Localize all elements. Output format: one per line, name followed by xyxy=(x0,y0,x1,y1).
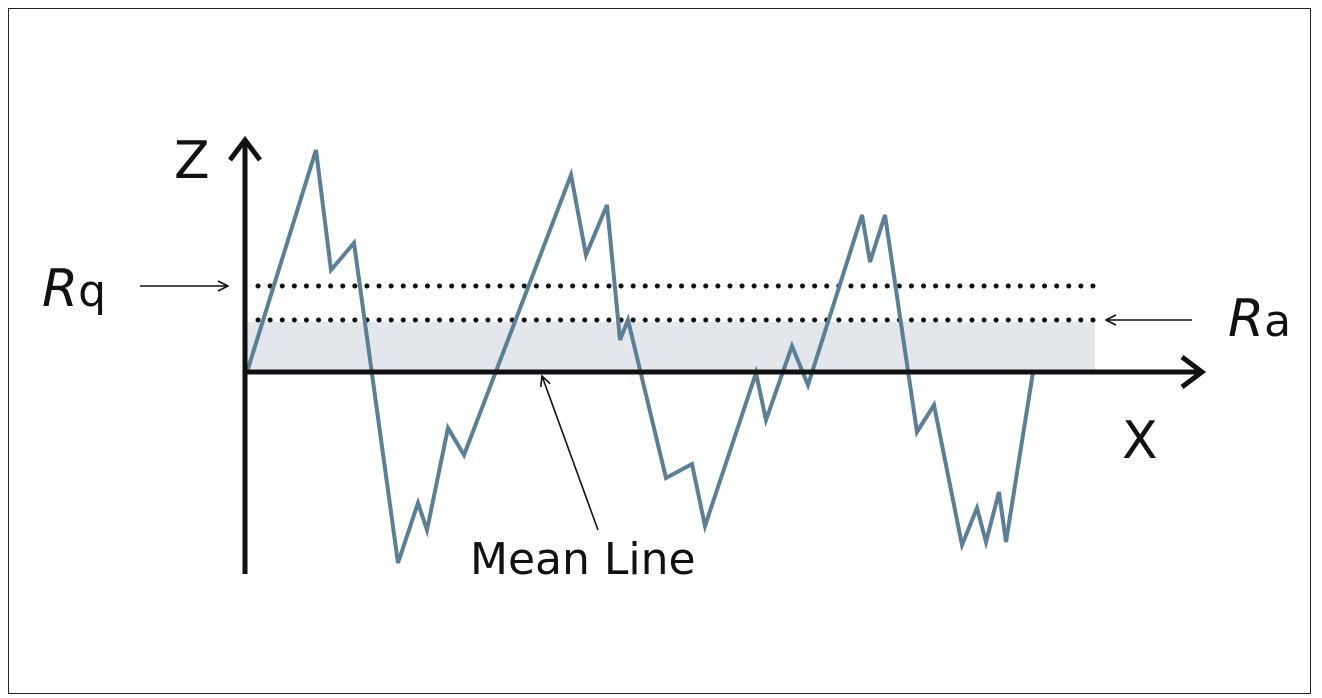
ra-label-main: R xyxy=(1228,289,1264,349)
surface-profile-line xyxy=(245,149,1035,564)
x-axis-arrowhead-icon xyxy=(1180,355,1207,389)
mean-line-label: Mean Line xyxy=(470,534,696,585)
mean-line-arrow-icon xyxy=(542,376,599,531)
rq-label: Rq xyxy=(42,259,106,319)
ra-shaded-band xyxy=(245,322,1095,372)
ra-label-sub: a xyxy=(1264,296,1291,347)
z-axis-arrowhead-icon xyxy=(228,135,262,162)
ra-label: Ra xyxy=(1228,289,1291,349)
rq-label-sub: q xyxy=(78,266,106,317)
rq-label-main: R xyxy=(42,259,78,319)
x-axis-label: X xyxy=(1122,411,1158,471)
z-axis-label: Z xyxy=(174,131,210,191)
